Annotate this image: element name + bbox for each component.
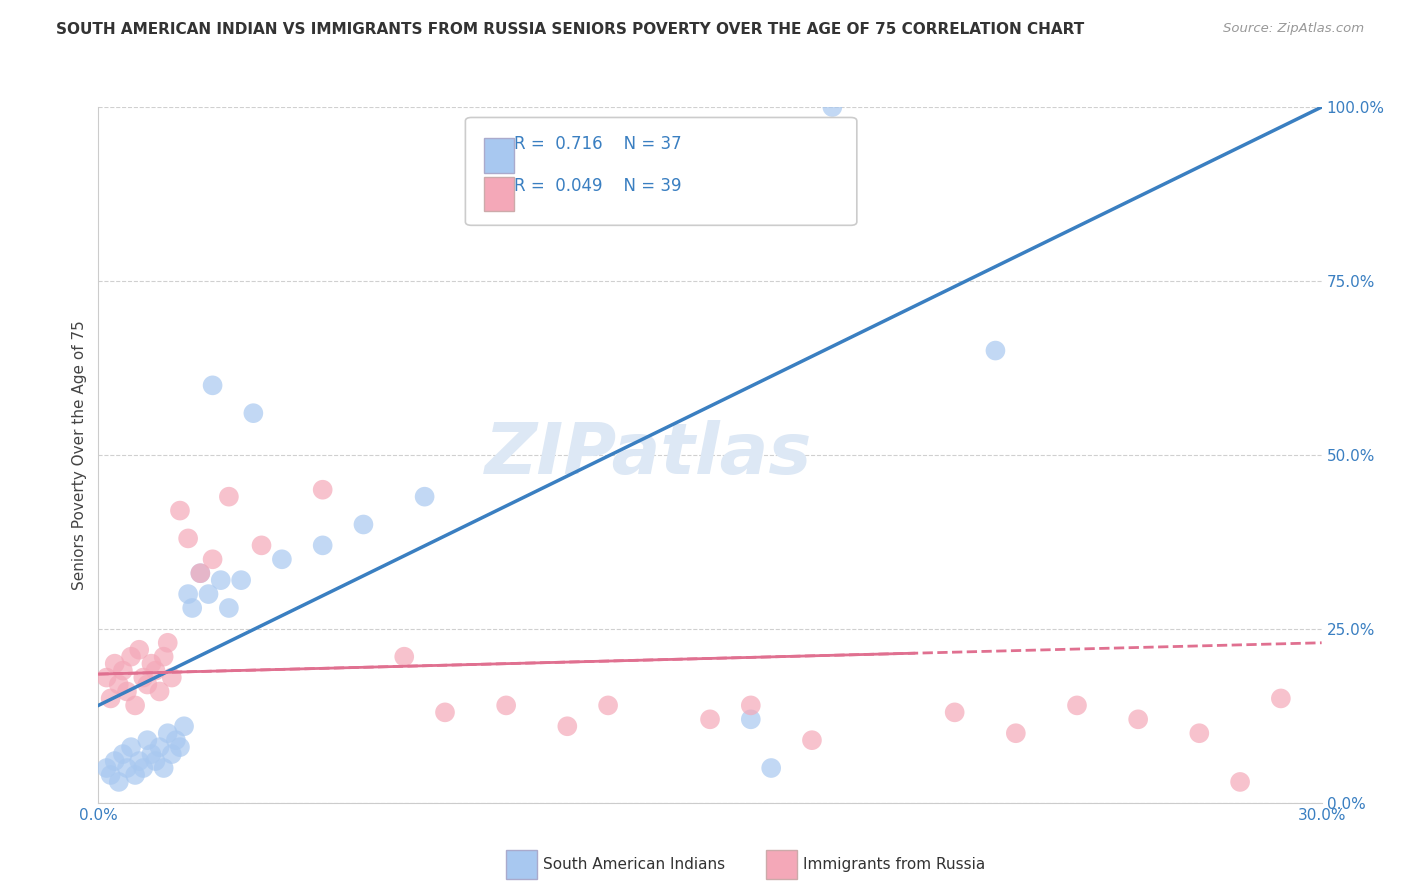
Point: [188, 566, 212, 581]
Point: [352, 517, 374, 532]
Text: South American Indians: South American Indians: [543, 857, 725, 871]
Point: [156, 726, 179, 740]
Point: [120, 740, 142, 755]
Point: [160, 671, 183, 685]
Point: [145, 754, 167, 768]
Text: SOUTH AMERICAN INDIAN VS IMMIGRANTS FROM RUSSIA SENIORS POVERTY OVER THE AGE OF : SOUTH AMERICAN INDIAN VS IMMIGRANTS FROM…: [56, 22, 1084, 37]
Point: [173, 719, 195, 733]
Point: [152, 649, 174, 664]
Y-axis label: Seniors Poverty Over the Age of 75: Seniors Poverty Over the Age of 75: [72, 320, 87, 590]
Point: [413, 490, 436, 504]
Point: [433, 706, 456, 720]
Point: [156, 636, 179, 650]
Point: [821, 100, 844, 114]
Point: [270, 552, 294, 566]
Point: [132, 761, 155, 775]
Point: [596, 698, 619, 713]
Text: R =  0.716    N = 37: R = 0.716 N = 37: [515, 135, 682, 153]
Point: [115, 684, 138, 698]
Point: [740, 712, 762, 726]
Point: [111, 747, 134, 761]
Point: [312, 538, 335, 552]
Point: [165, 733, 187, 747]
Point: [108, 677, 131, 691]
Point: [132, 671, 155, 685]
Point: [759, 761, 782, 775]
Point: [124, 698, 146, 713]
Point: [1270, 691, 1292, 706]
Point: [169, 503, 191, 517]
Point: [136, 677, 159, 691]
Point: [128, 754, 150, 768]
Point: [209, 573, 232, 587]
Point: [111, 664, 134, 678]
Point: [108, 775, 131, 789]
Point: [231, 573, 253, 587]
Point: [169, 740, 191, 755]
Point: [218, 601, 240, 615]
Point: [943, 706, 966, 720]
Point: [104, 754, 127, 768]
Point: [100, 691, 122, 706]
Point: [242, 406, 264, 420]
Point: [141, 657, 163, 671]
Point: [100, 768, 122, 782]
Point: [201, 378, 224, 392]
Point: [128, 642, 150, 657]
Point: [1066, 698, 1088, 713]
Text: R =  0.049    N = 39: R = 0.049 N = 39: [515, 177, 682, 194]
Point: [1229, 775, 1251, 789]
Point: [145, 664, 167, 678]
Point: [177, 587, 200, 601]
Text: Immigrants from Russia: Immigrants from Russia: [803, 857, 986, 871]
Point: [197, 587, 219, 601]
Point: [312, 483, 335, 497]
Point: [188, 566, 212, 581]
Point: [104, 657, 127, 671]
Point: [495, 698, 517, 713]
Point: [136, 733, 159, 747]
FancyBboxPatch shape: [484, 138, 515, 173]
Point: [115, 761, 138, 775]
Point: [141, 747, 163, 761]
Point: [201, 552, 224, 566]
Point: [177, 532, 200, 546]
Point: [120, 649, 142, 664]
Point: [1004, 726, 1026, 740]
Point: [1128, 712, 1150, 726]
Point: [1188, 726, 1211, 740]
FancyBboxPatch shape: [484, 177, 515, 211]
Point: [152, 761, 174, 775]
Text: ZIPatlas: ZIPatlas: [485, 420, 813, 490]
Point: [801, 733, 824, 747]
Point: [555, 719, 579, 733]
Point: [218, 490, 240, 504]
Point: [149, 684, 172, 698]
Point: [250, 538, 273, 552]
FancyBboxPatch shape: [465, 118, 856, 226]
Point: [392, 649, 416, 664]
Point: [149, 740, 172, 755]
Point: [984, 343, 1007, 358]
Point: [124, 768, 146, 782]
Point: [740, 698, 762, 713]
Point: [96, 761, 118, 775]
Point: [160, 747, 183, 761]
Point: [181, 601, 204, 615]
Point: [699, 712, 721, 726]
Point: [96, 671, 118, 685]
Text: Source: ZipAtlas.com: Source: ZipAtlas.com: [1223, 22, 1364, 36]
